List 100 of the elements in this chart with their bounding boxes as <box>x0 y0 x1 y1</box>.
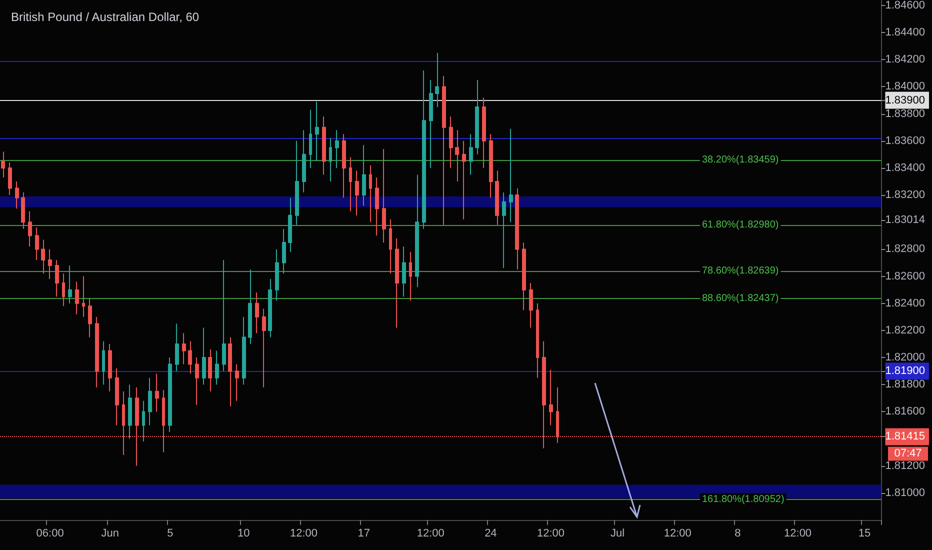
candlestick <box>28 210 32 248</box>
y-tick-label: 1.82200 <box>885 324 926 336</box>
candlestick <box>195 357 199 406</box>
candlestick <box>462 140 466 220</box>
y-tick-label: 1.81000 <box>885 486 926 499</box>
candlestick <box>48 248 52 280</box>
candlestick <box>88 297 92 338</box>
y-tick-label: 1.82800 <box>885 243 926 256</box>
candlestick <box>342 134 346 198</box>
candlestick <box>309 109 312 168</box>
y-tick-label: 1.81415 <box>885 430 926 443</box>
candlestick <box>82 276 85 318</box>
candlestick <box>41 239 45 274</box>
x-tick-label: 12:00 <box>784 528 812 540</box>
candlestick <box>522 242 526 311</box>
candlestick <box>215 350 219 386</box>
candlestick <box>108 343 112 392</box>
candlestick <box>168 357 172 432</box>
candlestick <box>102 340 105 386</box>
candlestick <box>322 116 326 176</box>
y-tick-label: 1.83014 <box>885 214 926 226</box>
candlestick <box>449 116 453 168</box>
candlestick <box>515 188 519 270</box>
x-tick-label: 24 <box>484 528 497 540</box>
candlestick <box>536 302 539 378</box>
ref-line-label: 61.80%(1.82980) <box>702 219 779 230</box>
candlestick <box>208 348 212 392</box>
candlestick <box>302 130 306 193</box>
candlestick <box>228 336 232 407</box>
candlestick <box>248 269 252 344</box>
x-tick-label: 12:00 <box>664 528 692 540</box>
y-tick-label: 1.83900 <box>885 94 926 106</box>
y-tick-label: 1.83400 <box>885 162 926 174</box>
x-tick-label: 15 <box>858 528 871 540</box>
candlestick <box>35 227 39 261</box>
candlestick <box>188 340 192 374</box>
ref-line-label: 38.20%(1.83459) <box>702 154 779 166</box>
candlestick <box>155 373 159 412</box>
candlestick <box>422 70 426 230</box>
x-tick-label: Jul <box>610 528 625 540</box>
y-tick-label: 1.81800 <box>885 378 926 391</box>
candlestick <box>222 260 226 372</box>
y-tick-label: 1.83600 <box>885 134 926 147</box>
candlestick <box>235 364 239 402</box>
candlestick <box>262 308 266 388</box>
candlestick <box>242 316 246 386</box>
candlestick <box>182 332 186 365</box>
candlestick <box>21 192 25 230</box>
candlestick <box>455 130 459 182</box>
x-tick-label: 12:00 <box>290 528 318 540</box>
candlestick <box>75 281 79 315</box>
text: 07:47 <box>894 448 922 460</box>
candlestick <box>128 384 132 440</box>
candlestick <box>288 197 292 252</box>
candlestick <box>549 369 553 426</box>
y-tick-label: 1.81900 <box>885 365 926 378</box>
candlestick <box>15 181 19 210</box>
candlestick <box>442 75 446 226</box>
candlestick <box>475 79 479 155</box>
y-tick-label: 1.84000 <box>885 80 926 93</box>
y-tick-label: 1.81200 <box>885 460 926 472</box>
x-tick-label: Jun <box>101 528 120 540</box>
candlestick <box>115 368 119 426</box>
ref-line-label: 161.80%(1.80952) <box>702 494 784 505</box>
x-tick-label: 12:00 <box>416 528 444 540</box>
candlestick <box>175 323 179 372</box>
x-tick-label: 17 <box>358 528 370 540</box>
candlestick <box>529 282 533 328</box>
candlestick <box>429 79 433 168</box>
ref-line-label: 88.60%(1.82437) <box>702 292 779 304</box>
candlestick <box>362 144 366 206</box>
ref-line-label: 78.60%(1.82639) <box>702 266 779 277</box>
y-tick-label: 1.82400 <box>885 297 926 310</box>
y-tick-label: 1.84600 <box>885 0 926 12</box>
candlestick <box>95 316 99 388</box>
candlestick <box>148 377 152 426</box>
candlestick <box>335 130 339 168</box>
y-tick-label: 1.82000 <box>885 352 926 364</box>
y-tick-label: 1.84400 <box>885 26 926 39</box>
x-tick-label: 10 <box>238 528 250 540</box>
text: British Pound / Australian Dollar, 60 <box>11 10 200 24</box>
candlestick <box>142 400 145 442</box>
x-tick-label: 5 <box>167 528 174 540</box>
y-tick-label: 1.83200 <box>885 189 926 202</box>
candlestick <box>315 101 319 162</box>
y-tick-label: 1.84200 <box>885 54 926 66</box>
candlestick <box>382 148 386 243</box>
candlestick <box>409 251 412 302</box>
candlestick <box>502 192 506 269</box>
candlestick <box>275 248 279 302</box>
candlestick <box>489 134 493 198</box>
candlestick <box>268 278 272 338</box>
y-tick-label: 1.81600 <box>885 406 926 418</box>
candlestick <box>255 292 259 334</box>
candlestick <box>509 128 513 223</box>
candlestick <box>282 228 286 274</box>
candlestick <box>395 238 399 328</box>
candlestick <box>349 156 352 212</box>
candlestick <box>329 138 332 182</box>
candlestick <box>295 140 299 226</box>
